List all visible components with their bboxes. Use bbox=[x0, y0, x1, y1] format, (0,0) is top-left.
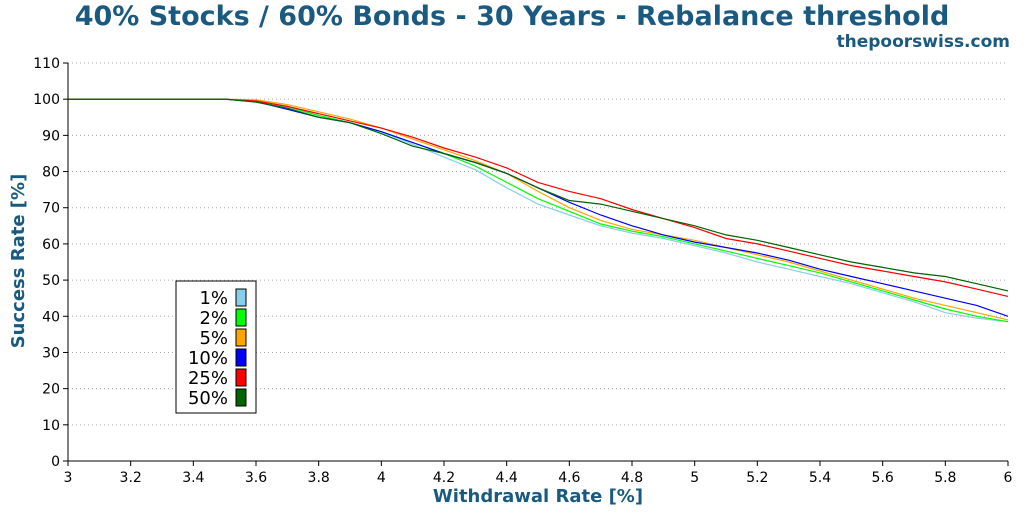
y-tick-label: 40 bbox=[42, 309, 60, 325]
x-tick-label: 4.4 bbox=[496, 470, 518, 486]
series-line-50pct bbox=[68, 98, 1009, 292]
legend-swatch bbox=[235, 368, 247, 387]
y-tick-label: 70 bbox=[42, 201, 60, 217]
legend-label: 1% bbox=[199, 288, 228, 309]
x-tick-label: 4 bbox=[377, 470, 386, 486]
x-tick-label: 4.2 bbox=[433, 470, 455, 486]
y-tick-label: 100 bbox=[33, 92, 60, 108]
y-tick-label: 80 bbox=[42, 165, 60, 181]
legend: 1%2%5%10%25%50% bbox=[175, 280, 257, 414]
y-tick-label: 0 bbox=[51, 454, 60, 470]
legend-label: 5% bbox=[199, 328, 228, 349]
legend-label: 10% bbox=[188, 348, 228, 369]
x-tick-label: 3 bbox=[64, 470, 73, 486]
x-tick-label: 4.6 bbox=[558, 470, 580, 486]
legend-label: 50% bbox=[188, 388, 228, 409]
x-tick-label: 5.6 bbox=[872, 470, 894, 486]
legend-swatch bbox=[235, 288, 247, 307]
y-axis-label: Success Rate [%] bbox=[8, 174, 29, 349]
axes: 0 10 20 30 40 50 60 70 80 90 100 110 3 3.2 3.4 3.6 3.8 4 4… bbox=[33, 56, 1012, 486]
y-tick-label: 50 bbox=[42, 273, 60, 289]
watermark: thepoorswiss.com bbox=[836, 32, 1011, 52]
legend-label: 25% bbox=[188, 368, 228, 389]
x-tick-label: 3.6 bbox=[245, 470, 267, 486]
x-tick-label: 6 bbox=[1004, 470, 1013, 486]
series-lines bbox=[68, 98, 1009, 323]
chart-title: 40% Stocks / 60% Bonds - 30 Years - Reba… bbox=[74, 1, 950, 32]
x-tick-label: 5.8 bbox=[934, 470, 956, 486]
x-tick-label: 5.4 bbox=[809, 470, 831, 486]
legend-swatch bbox=[235, 328, 247, 347]
legend-label: 2% bbox=[199, 308, 228, 329]
legend-swatch bbox=[235, 388, 247, 407]
y-tick-label: 110 bbox=[33, 56, 60, 72]
y-tick-label: 60 bbox=[42, 237, 60, 253]
x-tick-label: 3.4 bbox=[182, 470, 204, 486]
x-axis-label: Withdrawal Rate [%] bbox=[433, 486, 643, 507]
y-tick-label: 30 bbox=[42, 345, 60, 361]
series-line-5pct bbox=[68, 98, 1009, 321]
x-tick-label: 4.8 bbox=[621, 470, 643, 486]
legend-swatch bbox=[235, 308, 247, 327]
y-tick-label: 10 bbox=[42, 418, 60, 434]
x-tick-label: 5 bbox=[690, 470, 699, 486]
series-line-2pct bbox=[68, 98, 1009, 323]
legend-swatch bbox=[235, 348, 247, 367]
y-tick-label: 90 bbox=[42, 128, 60, 144]
x-tick-label: 3.2 bbox=[120, 470, 142, 486]
y-tick-label: 20 bbox=[42, 382, 60, 398]
series-line-25pct bbox=[68, 98, 1009, 297]
x-tick-label: 5.2 bbox=[746, 470, 768, 486]
x-tick-label: 3.8 bbox=[308, 470, 330, 486]
